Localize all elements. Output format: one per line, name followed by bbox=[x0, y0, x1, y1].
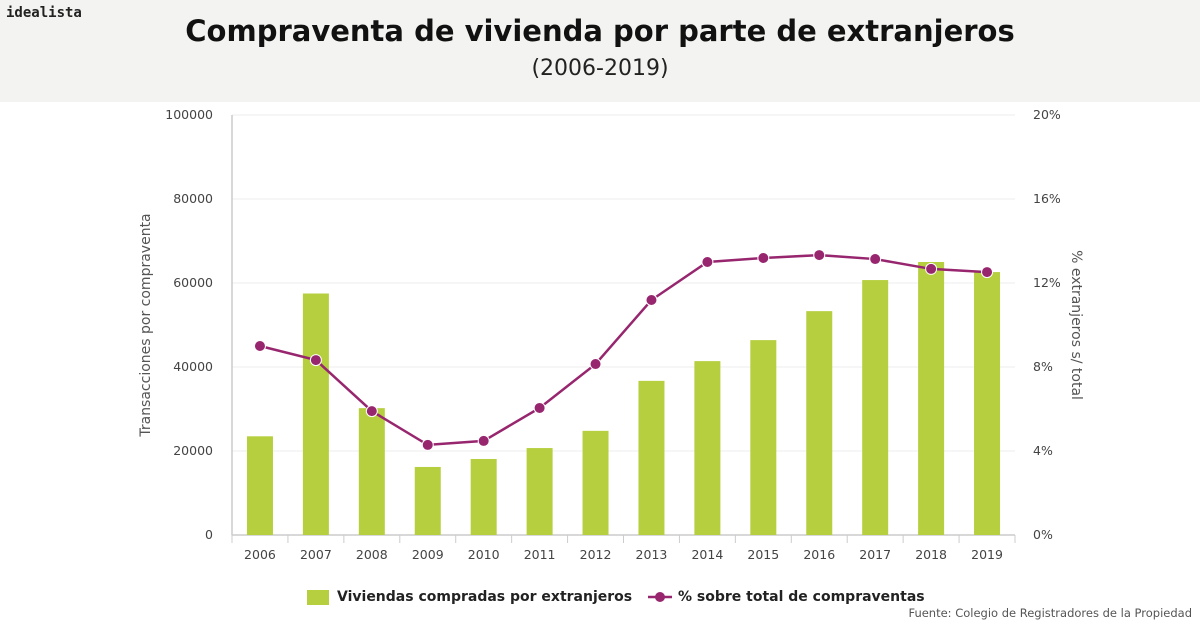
line-point bbox=[813, 249, 826, 262]
x-tick-label: 2015 bbox=[747, 547, 779, 562]
x-tick-label: 2009 bbox=[412, 547, 444, 562]
legend-item-line: % sobre total de compraventas bbox=[648, 589, 925, 605]
x-tick-label: 2019 bbox=[971, 547, 1003, 562]
y-tick-label: 0 bbox=[205, 527, 213, 542]
chart-subtitle: (2006-2019) bbox=[531, 56, 669, 81]
source-note: Fuente: Colegio de Registradores de la P… bbox=[908, 606, 1192, 620]
line-point bbox=[869, 253, 882, 266]
line-point bbox=[253, 340, 266, 352]
x-tick-label: 2006 bbox=[244, 547, 276, 562]
legend-bar-label: Viviendas compradas por extranjeros bbox=[337, 589, 633, 605]
line-point bbox=[477, 434, 490, 447]
legend-item-bars: Viviendas compradas por extranjeros bbox=[307, 589, 632, 605]
y-tick-label: 100000 bbox=[165, 107, 213, 122]
line-point bbox=[757, 252, 770, 265]
percent-line bbox=[259, 253, 988, 447]
y2-tick-label: 8% bbox=[1033, 359, 1053, 374]
bar bbox=[302, 293, 329, 535]
x-tick-label: 2010 bbox=[468, 547, 500, 562]
y-tick-label: 60000 bbox=[173, 275, 213, 290]
legend-line-swatch bbox=[648, 592, 672, 602]
line-point bbox=[533, 401, 546, 414]
bar bbox=[918, 262, 945, 535]
bar bbox=[750, 340, 777, 535]
line-point bbox=[589, 358, 602, 371]
y2-tick-label: 0% bbox=[1033, 527, 1053, 542]
bar bbox=[470, 458, 497, 535]
line-point bbox=[365, 405, 378, 418]
line-point bbox=[645, 294, 658, 307]
bar bbox=[974, 272, 1001, 535]
x-tick-label: 2017 bbox=[859, 547, 891, 562]
bar bbox=[414, 466, 441, 535]
y-tick-label: 20000 bbox=[173, 443, 213, 458]
x-tick-label: 2007 bbox=[300, 547, 332, 562]
bar bbox=[638, 380, 665, 535]
x-tick-label: 2018 bbox=[915, 547, 947, 562]
y-axis-label: Transacciones por compraventa bbox=[138, 213, 154, 437]
x-tick-label: 2013 bbox=[636, 547, 668, 562]
y-tick-label: 40000 bbox=[173, 359, 213, 374]
line-point bbox=[421, 438, 434, 451]
idealista-logo: idealista bbox=[6, 5, 82, 21]
bar bbox=[526, 448, 553, 535]
bar bbox=[358, 408, 385, 535]
x-tick-label: 2016 bbox=[803, 547, 835, 562]
bar bbox=[806, 311, 833, 535]
y2-tick-label: 20% bbox=[1033, 107, 1061, 122]
y2-tick-label: 4% bbox=[1033, 443, 1053, 458]
x-tick-label: 2011 bbox=[524, 547, 556, 562]
line-point bbox=[925, 262, 938, 275]
y-tick-label: 80000 bbox=[173, 191, 213, 206]
header: idealista Compraventa de vivienda por pa… bbox=[0, 0, 1200, 102]
y2-axis-label: % extranjeros s/ total bbox=[1068, 250, 1084, 400]
x-tick-label: 2008 bbox=[356, 547, 388, 562]
bar bbox=[694, 361, 721, 535]
y2-tick-label: 12% bbox=[1033, 275, 1061, 290]
line-point bbox=[981, 266, 994, 279]
legend-bar-swatch bbox=[307, 589, 329, 605]
x-tick-label: 2012 bbox=[580, 547, 612, 562]
bar bbox=[246, 436, 273, 535]
chart-title: Compraventa de vivienda por parte de ext… bbox=[185, 14, 1015, 48]
bar bbox=[862, 280, 889, 535]
bar bbox=[582, 430, 609, 535]
line-point bbox=[309, 354, 322, 367]
x-tick-label: 2014 bbox=[691, 547, 723, 562]
line-point bbox=[701, 256, 714, 268]
y2-tick-label: 16% bbox=[1033, 191, 1061, 206]
legend-line-label: % sobre total de compraventas bbox=[678, 589, 925, 605]
